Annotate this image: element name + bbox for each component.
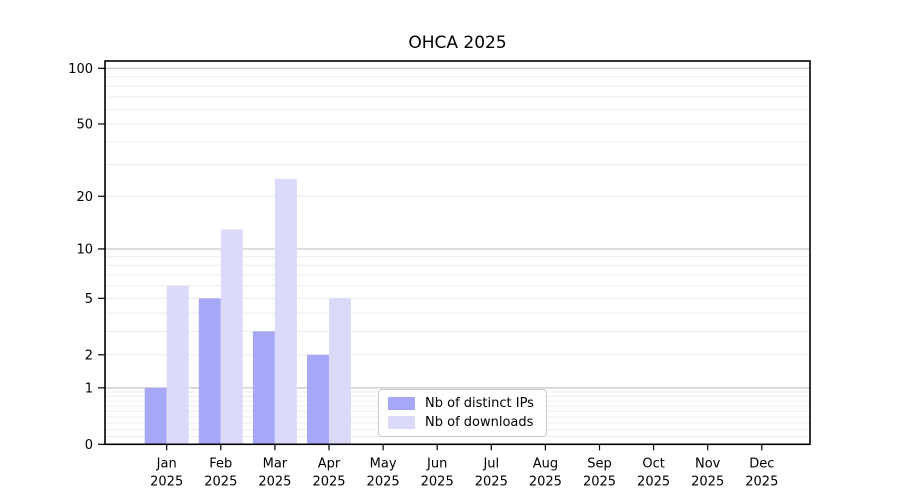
x-tick-label-year: 2025 bbox=[529, 474, 562, 489]
y-tick-label: 5 bbox=[85, 292, 93, 307]
x-tick-label-month: Oct bbox=[642, 456, 664, 471]
x-tick-label-year: 2025 bbox=[367, 474, 400, 489]
legend-item-distinct-ips: Nb of distinct IPs bbox=[388, 396, 534, 411]
legend-label-distinct-ips: Nb of distinct IPs bbox=[425, 396, 534, 411]
x-tick-label-month: Jun bbox=[426, 456, 447, 471]
x-tick-label-year: 2025 bbox=[421, 474, 454, 489]
x-tick-label-year: 2025 bbox=[691, 474, 724, 489]
y-tick-label: 1 bbox=[85, 381, 93, 396]
bar-downloads-feb bbox=[220, 229, 243, 445]
legend-swatch-downloads bbox=[388, 416, 415, 429]
x-tick-label-month: Dec bbox=[749, 456, 774, 471]
y-tick-label: 2 bbox=[85, 348, 93, 363]
bar-ips-mar bbox=[252, 331, 275, 445]
x-tick-label-month: Jul bbox=[482, 456, 499, 471]
x-tick-label-year: 2025 bbox=[475, 474, 508, 489]
x-tick-label-month: Jan bbox=[156, 456, 177, 471]
bar-ips-feb bbox=[198, 298, 221, 445]
x-tick-label-year: 2025 bbox=[745, 474, 778, 489]
x-tick-label-month: Nov bbox=[695, 456, 721, 471]
y-tick-label: 10 bbox=[76, 242, 93, 257]
legend-swatch-distinct-ips bbox=[388, 397, 415, 410]
x-tick-label-month: Mar bbox=[263, 456, 288, 471]
y-tick-label: 50 bbox=[76, 117, 93, 132]
bar-downloads-jan bbox=[166, 285, 189, 445]
y-tick-label: 0 bbox=[85, 438, 93, 453]
x-tick-label-month: May bbox=[370, 456, 397, 471]
bar-downloads-mar bbox=[274, 178, 297, 445]
bar-ips-apr bbox=[307, 354, 329, 445]
legend-item-downloads: Nb of downloads bbox=[388, 415, 534, 430]
plot-border bbox=[104, 60, 811, 446]
bar-ips-jan bbox=[144, 387, 167, 445]
x-tick-label-month: Feb bbox=[209, 456, 232, 471]
x-tick-label-year: 2025 bbox=[637, 474, 670, 489]
x-tick-label-year: 2025 bbox=[258, 474, 291, 489]
chart-title: OHCA 2025 bbox=[408, 33, 507, 53]
legend-label-downloads: Nb of downloads bbox=[425, 415, 534, 430]
x-tick-label-year: 2025 bbox=[204, 474, 237, 489]
y-tick-label: 20 bbox=[76, 190, 93, 205]
legend: Nb of distinct IPs Nb of downloads bbox=[378, 389, 547, 437]
x-tick-label-month: Apr bbox=[318, 456, 341, 471]
bar-downloads-apr bbox=[329, 298, 351, 445]
x-tick-label-year: 2025 bbox=[583, 474, 616, 489]
x-tick-label-year: 2025 bbox=[150, 474, 183, 489]
y-tick-label: 100 bbox=[68, 62, 93, 77]
x-tick-label-month: Aug bbox=[533, 456, 558, 471]
x-tick-label-year: 2025 bbox=[312, 474, 345, 489]
x-tick-label-month: Sep bbox=[587, 456, 612, 471]
